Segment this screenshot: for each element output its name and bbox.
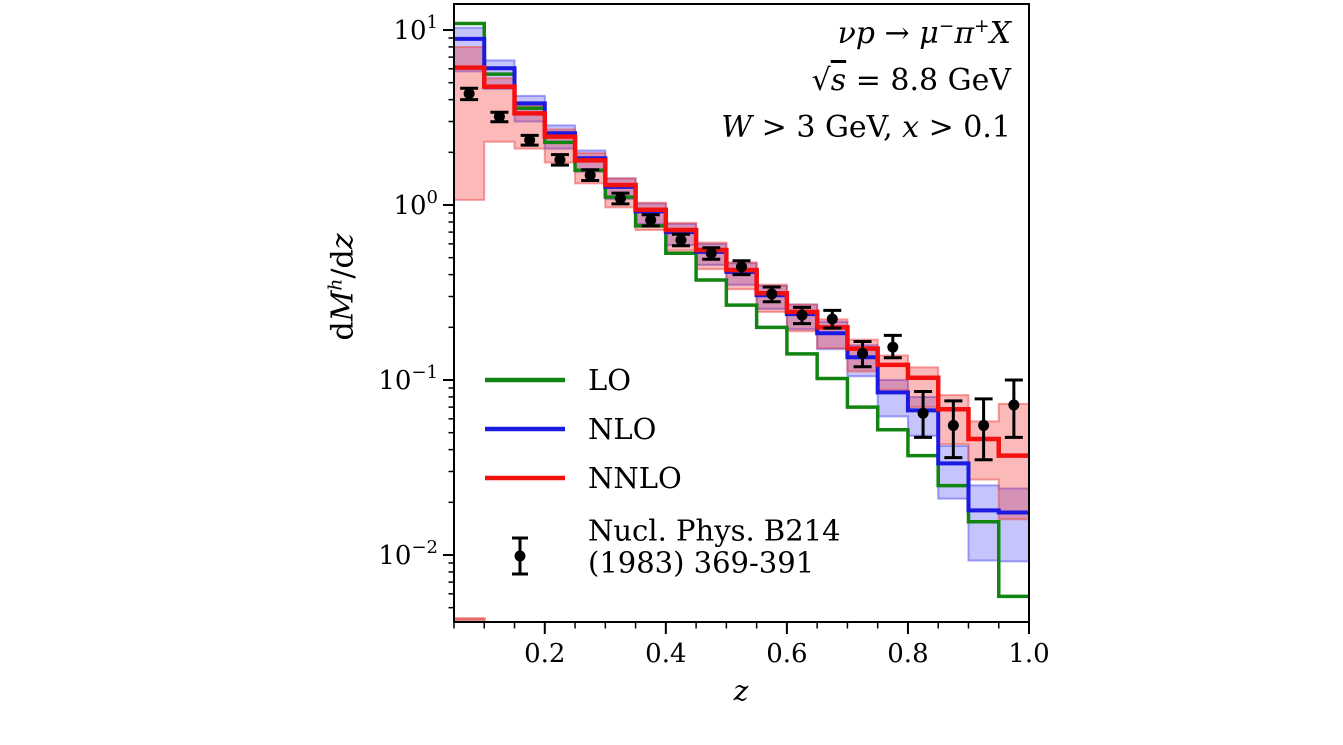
data-dot [736,261,747,273]
x-tick-label: 0.8 [887,639,928,669]
data-point [732,259,751,277]
data-point [853,339,872,369]
data-dot [524,134,536,146]
data-point [671,232,690,248]
text-segment: μ [919,16,939,51]
data-dot [463,88,475,100]
legend-label-lo: LO [588,363,632,397]
text-segment: √ [811,63,831,98]
data-dot [857,347,869,359]
data-dot [614,192,626,204]
x-tick-label: 0.4 [645,639,686,669]
plot-frame [453,3,1030,623]
annotation-block: νp → μ−π+X √s = 8.8 GeV W > 3 GeV, x > 0… [721,10,1011,151]
text-segment: z [325,233,361,250]
x-tick-label: 1.0 [1008,639,1049,669]
y-tick-label: 101 [393,12,438,46]
x-tick-label: 0.2 [524,639,565,669]
data-dot [493,111,505,123]
data-point [702,246,721,261]
x-tick-label: 0.6 [766,639,807,669]
text-segment: → [875,16,920,51]
annotation-cuts: W > 3 GeV, x > 0.1 [721,104,1011,151]
text-segment: > 3 GeV, [752,110,903,145]
data-point [974,397,993,462]
text-segment: = 8.8 GeV [846,63,1011,98]
text-segment: X [989,16,1011,51]
text-segment: − [938,16,955,37]
text-segment: s [830,63,847,98]
legend-glyphs [485,377,565,576]
data-dot [826,313,838,325]
tick-labels: 0.2 0.4 0.6 0.8 1.0 101 100 10−1 10−2 [378,12,1049,669]
annotation-process: νp → μ−π+X [721,10,1011,57]
lo-step-line [454,21,1029,599]
data-dot [645,214,657,226]
reference-line-2: (1983) 369-391 [588,545,815,579]
text-segment: x [902,110,920,145]
text-segment: π [954,16,975,51]
y-tick-label: 10−2 [378,537,438,571]
data-dot [705,247,717,259]
data-dot [978,419,990,431]
data-dot [917,407,929,419]
data-dot [947,419,959,431]
data-point [823,308,842,330]
text-segment: νp [837,16,876,51]
y-tick-label: 10−1 [378,362,438,396]
reference-line-1: Nucl. Phys. B214 [588,513,841,548]
text-segment: > 0.1 [919,110,1011,145]
axes [443,3,1030,634]
data-point [914,389,933,439]
data-point [520,133,539,147]
data-point [581,168,600,183]
data-markers [460,86,1023,462]
text-segment: M [325,290,361,322]
x-axis-label: z [733,674,749,708]
data-point [550,153,569,167]
annotation-energy: √s = 8.8 GeV [721,57,1011,104]
y-tick-label: 100 [393,187,438,221]
data-dot [675,234,687,246]
data-dot [796,309,808,321]
text-segment: h [325,278,347,291]
data-point [762,285,781,304]
data-point [490,110,509,124]
text-segment: d [325,321,361,341]
data-dot [766,288,778,300]
data-point [641,213,660,228]
y-axis-label: dMh/dz [326,233,361,340]
data-dot [1008,399,1020,411]
legend-label-data-reference: Nucl. Phys. B214 (1983) 369-391 [588,513,841,579]
text-segment: + [974,16,990,37]
legend-label-nnlo: NNLO [588,461,682,495]
data-point [460,86,479,102]
data-dot [584,169,596,181]
text-segment: /d [325,249,361,279]
data-point [793,305,812,326]
legend-data-dot [514,550,526,562]
legend-label-nlo: NLO [588,412,657,446]
data-point [611,191,630,206]
data-dot [554,154,566,166]
text-segment: W [721,110,753,145]
data-point [883,333,902,360]
data-point [1004,378,1023,439]
data-dot [887,341,899,353]
data-point [944,399,963,460]
